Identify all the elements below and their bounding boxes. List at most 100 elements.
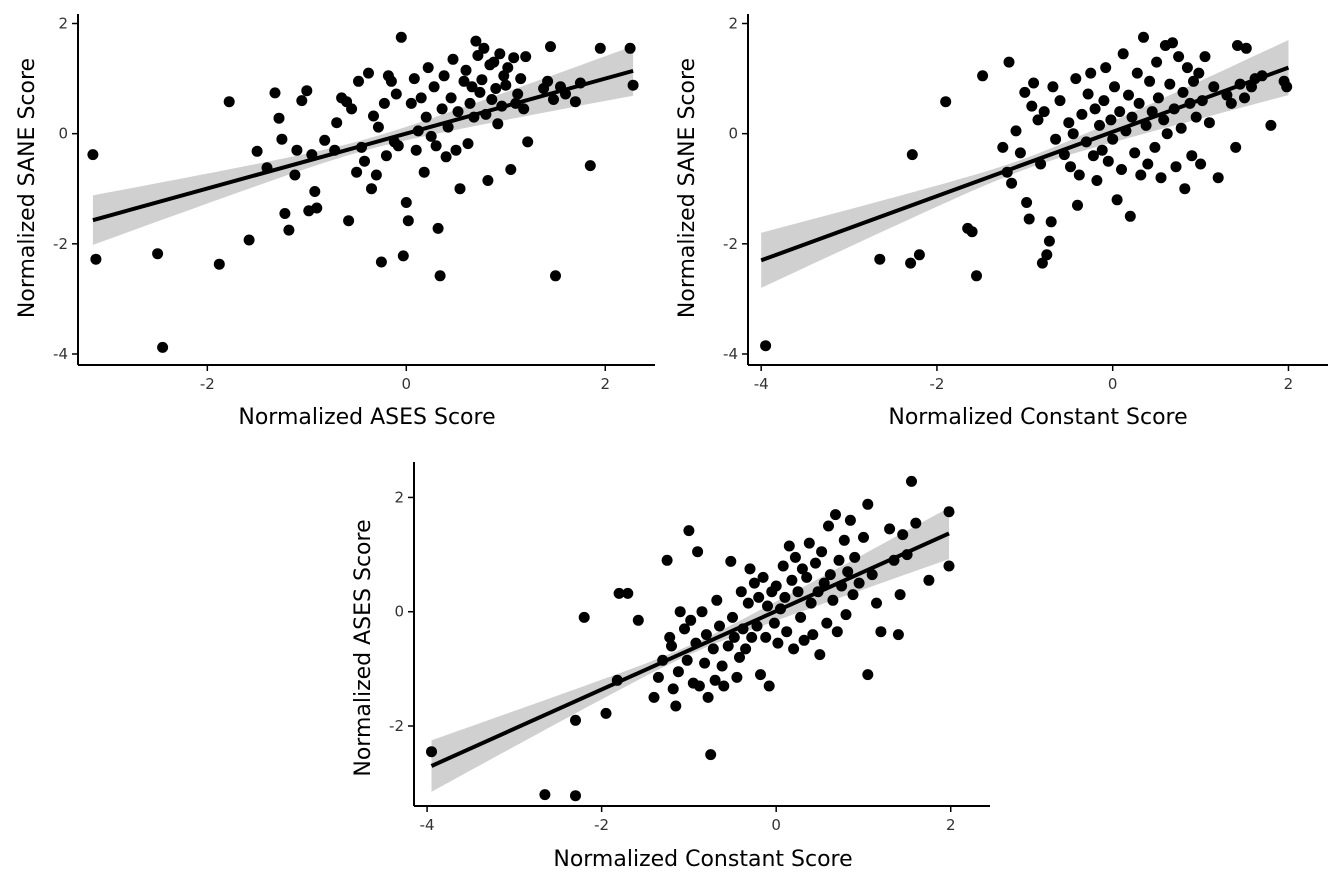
data-point — [488, 56, 500, 68]
data-point — [508, 52, 520, 64]
scatter-chart-sane-vs-constant: -4 -2 0 2 -4 -2 0 2 Normalized Constant Score N… — [675, 14, 1328, 430]
data-point — [693, 680, 705, 692]
data-point — [648, 691, 660, 703]
scatter-chart-ases-vs-constant: -4 -2 0 2 -2 0 2 Normalized Constant Score Nor… — [351, 462, 990, 872]
data-point — [866, 569, 878, 581]
data-point — [1181, 62, 1193, 74]
data-point — [351, 166, 363, 178]
data-point — [402, 215, 414, 227]
data-point — [1161, 128, 1173, 140]
x-tick-label: -2 — [594, 816, 609, 834]
data-point — [1067, 128, 1079, 140]
data-point — [1133, 97, 1145, 109]
data-point — [1041, 249, 1053, 261]
y-tick-label: 0 — [728, 125, 738, 143]
data-point — [408, 73, 420, 85]
fit-layer — [760, 65, 1290, 263]
data-point — [400, 197, 412, 208]
data-point — [450, 144, 462, 156]
data-point — [1063, 117, 1075, 129]
data-point — [1131, 67, 1143, 79]
data-point — [700, 629, 712, 641]
data-point — [445, 92, 457, 104]
data-point — [1010, 125, 1022, 137]
data-point — [518, 103, 530, 115]
data-point — [1230, 141, 1242, 153]
data-point — [1281, 81, 1293, 93]
data-point — [849, 551, 861, 563]
data-point — [711, 594, 723, 606]
data-point — [842, 566, 854, 578]
fit-layer — [430, 531, 950, 768]
scatter-chart-sane-vs-ases: -2 0 2 -4 -2 0 2 Normalized ASES Score Normali… — [15, 14, 655, 430]
data-point — [847, 589, 859, 601]
data-point — [760, 631, 772, 643]
data-point — [1151, 56, 1163, 68]
data-point — [87, 149, 99, 161]
data-point — [1190, 111, 1202, 123]
data-point — [705, 749, 717, 761]
data-point — [1076, 108, 1088, 120]
x-tick-label: 0 — [402, 375, 412, 393]
data-point — [1111, 194, 1123, 206]
data-point — [1107, 133, 1119, 145]
data-point — [1032, 114, 1044, 126]
data-point — [594, 42, 606, 54]
data-point — [440, 151, 452, 163]
regression-line — [92, 68, 634, 223]
data-point — [740, 643, 752, 655]
data-point — [1038, 106, 1050, 118]
data-point — [505, 164, 517, 175]
data-point — [1100, 62, 1112, 74]
data-point — [157, 341, 169, 353]
data-point — [432, 222, 444, 234]
data-point — [1091, 175, 1103, 186]
data-point — [1019, 86, 1031, 98]
data-point — [652, 671, 664, 683]
data-point — [786, 574, 798, 586]
data-point — [664, 631, 676, 643]
data-point — [874, 253, 886, 265]
data-point — [273, 112, 285, 124]
data-point — [757, 571, 769, 583]
data-point — [1135, 169, 1147, 181]
data-point — [1208, 81, 1220, 93]
data-point — [783, 540, 795, 552]
data-point — [375, 256, 387, 268]
y-tick-label: 0 — [58, 125, 68, 143]
regression-line — [430, 531, 950, 768]
data-point — [269, 87, 281, 99]
data-point — [311, 202, 323, 214]
data-point — [1003, 56, 1015, 68]
data-point — [1195, 158, 1207, 170]
data-point — [779, 591, 791, 603]
data-point — [763, 680, 775, 692]
data-point — [584, 160, 596, 172]
data-point — [674, 606, 686, 618]
data-point — [875, 626, 887, 638]
data-point — [458, 75, 470, 87]
data-point — [470, 35, 482, 47]
data-point — [627, 79, 639, 91]
data-point — [90, 253, 102, 265]
x-tick-label: 0 — [771, 816, 781, 834]
x-tick-label: -2 — [200, 375, 215, 393]
data-point — [1239, 92, 1250, 104]
data-point — [1006, 177, 1018, 189]
data-point — [392, 140, 404, 152]
y-tick-label: -4 — [723, 345, 738, 363]
data-point — [385, 75, 397, 87]
data-point — [755, 669, 766, 681]
data-point — [1186, 150, 1198, 162]
data-point — [460, 64, 472, 76]
data-point — [748, 577, 760, 589]
data-point — [1094, 119, 1105, 131]
x-tick-label: -2 — [929, 375, 944, 393]
data-point — [276, 133, 288, 145]
data-point — [1123, 89, 1134, 101]
data-point — [1026, 100, 1038, 112]
data-point — [520, 51, 532, 63]
data-point — [692, 546, 704, 558]
data-point — [474, 86, 486, 98]
data-point — [569, 96, 581, 108]
